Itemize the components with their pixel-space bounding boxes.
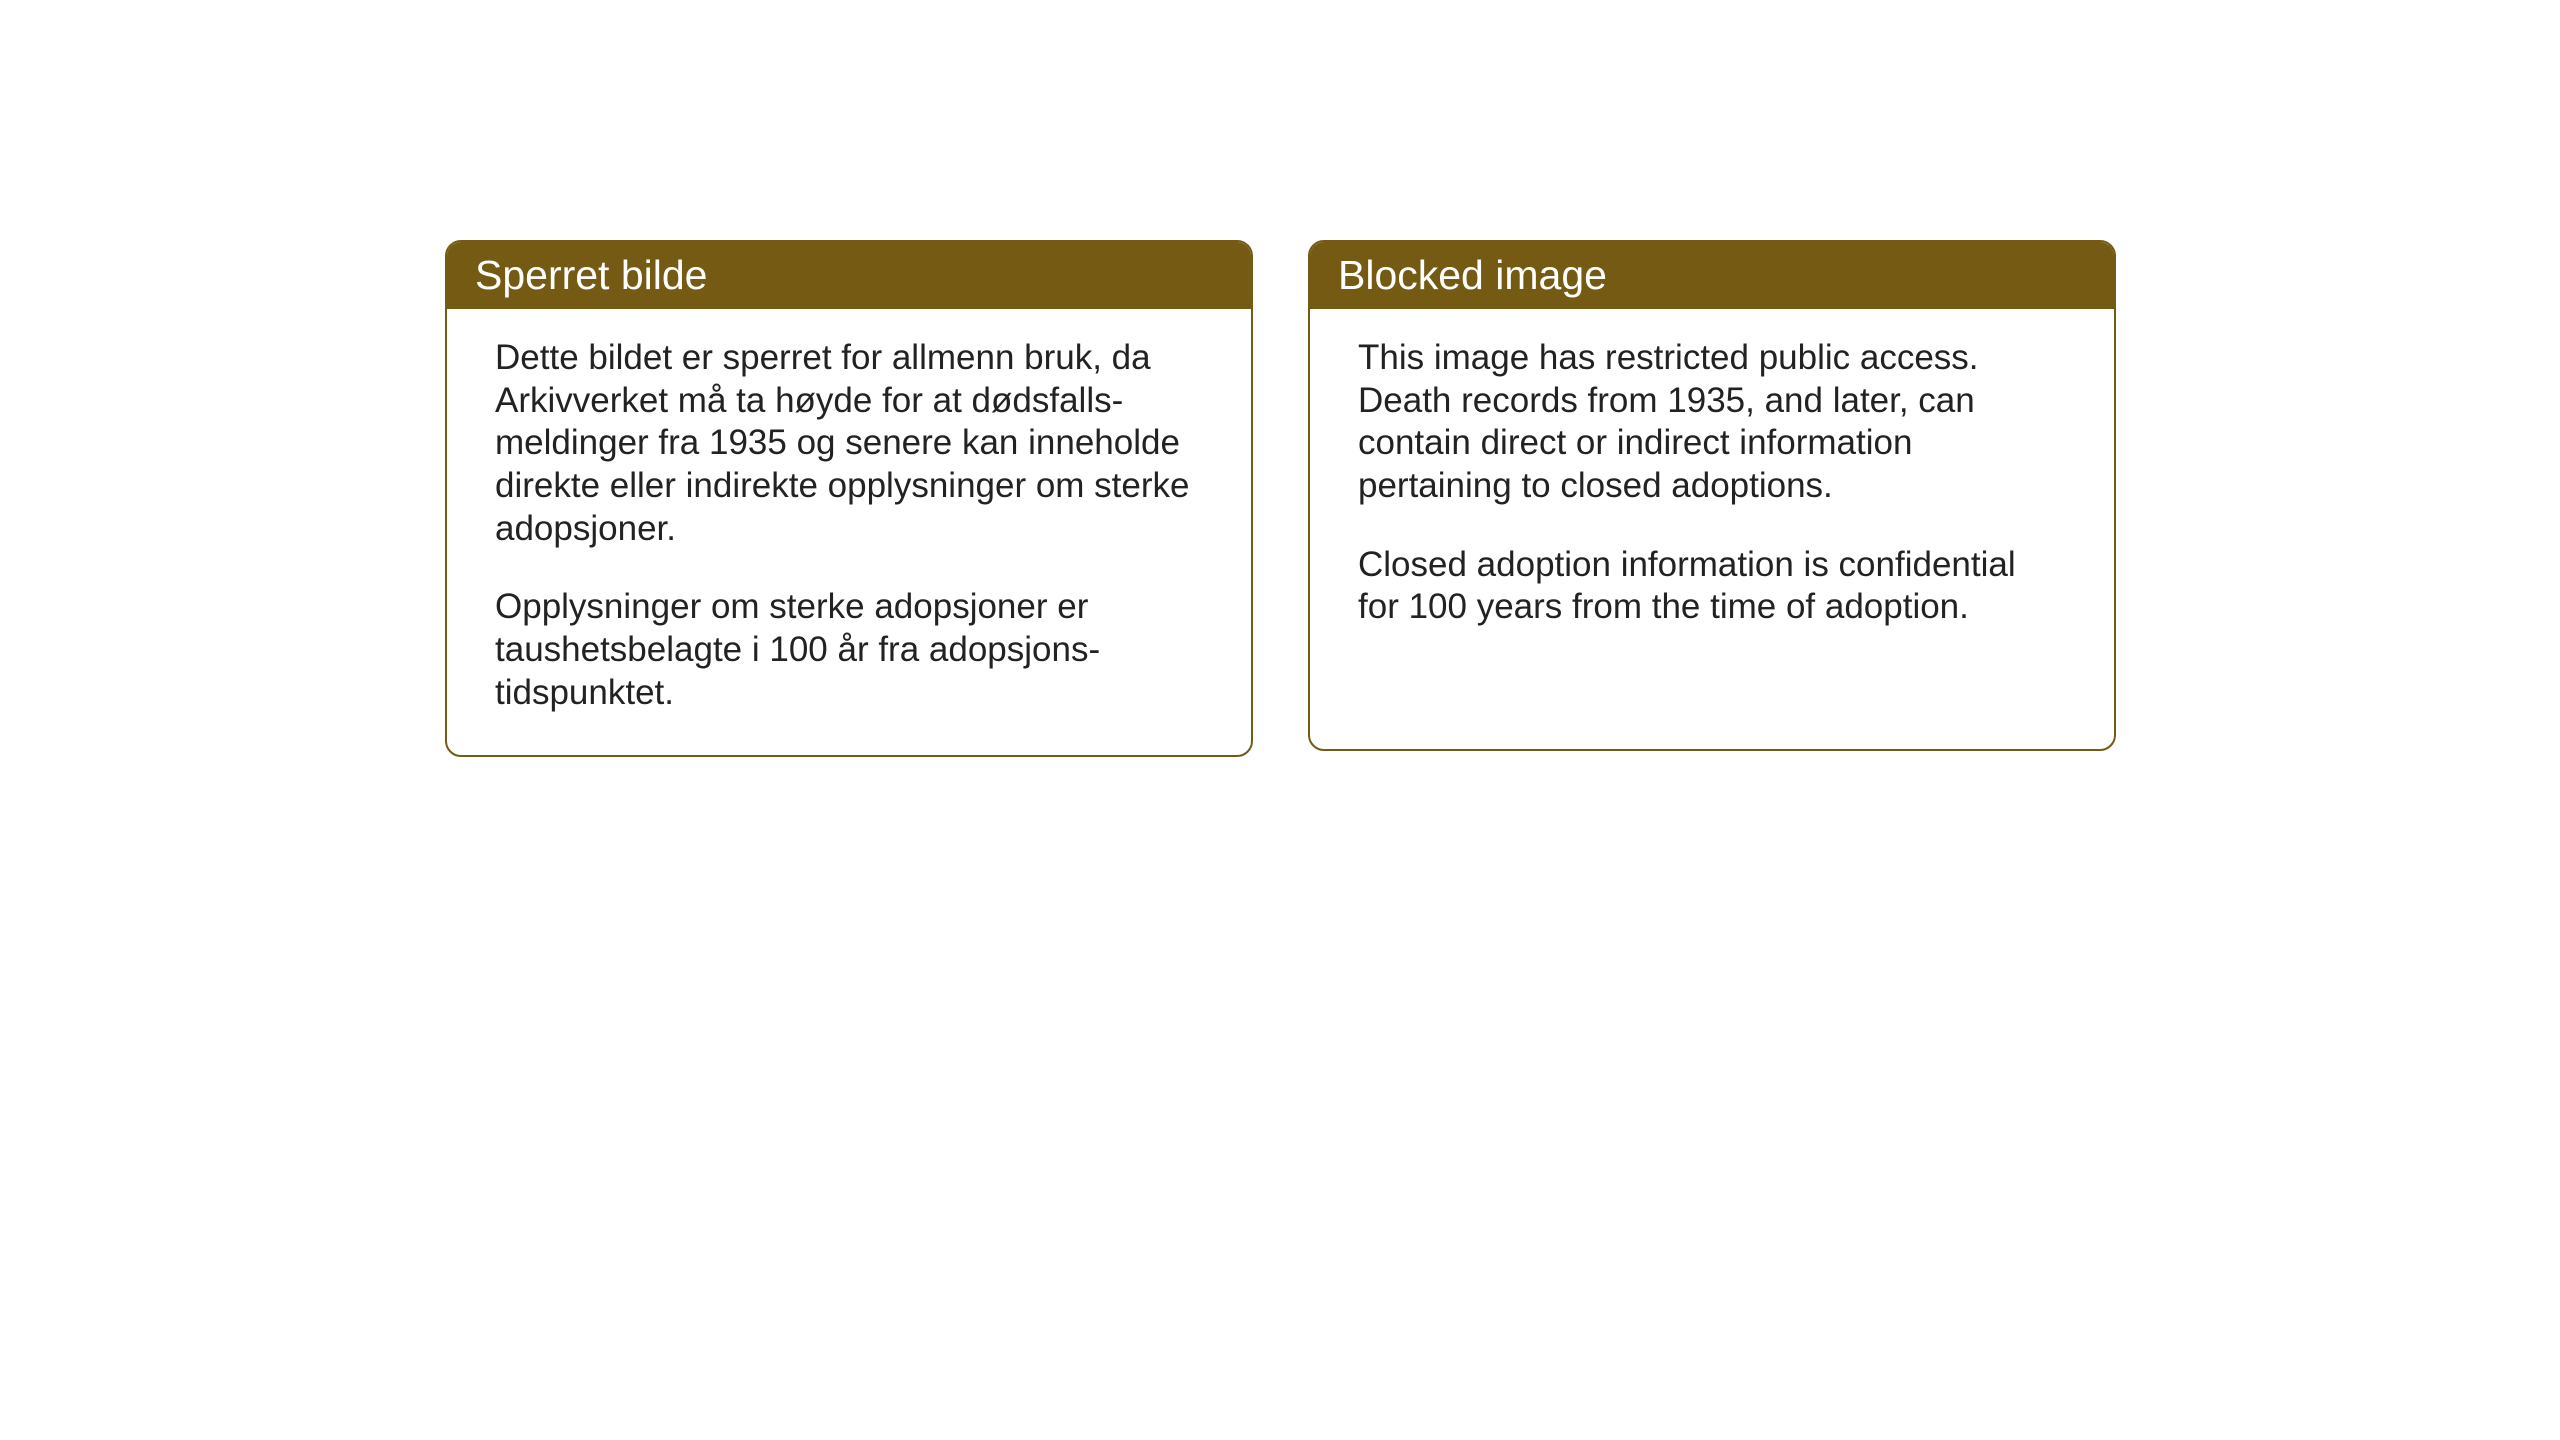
card-title-english: Blocked image (1338, 252, 1607, 298)
paragraph-norwegian-2: Opplysninger om sterke adopsjoner er tau… (495, 586, 1203, 714)
paragraph-english-1: This image has restricted public access.… (1358, 337, 2066, 508)
card-title-norwegian: Sperret bilde (475, 252, 707, 298)
notice-container: Sperret bilde Dette bildet er sperret fo… (445, 240, 2116, 757)
notice-card-norwegian: Sperret bilde Dette bildet er sperret fo… (445, 240, 1253, 757)
card-body-norwegian: Dette bildet er sperret for allmenn bruk… (447, 309, 1251, 755)
paragraph-english-2: Closed adoption information is confident… (1358, 544, 2066, 629)
card-header-norwegian: Sperret bilde (447, 242, 1251, 309)
notice-card-english: Blocked image This image has restricted … (1308, 240, 2116, 751)
card-header-english: Blocked image (1310, 242, 2114, 309)
card-body-english: This image has restricted public access.… (1310, 309, 2114, 669)
paragraph-norwegian-1: Dette bildet er sperret for allmenn bruk… (495, 337, 1203, 550)
